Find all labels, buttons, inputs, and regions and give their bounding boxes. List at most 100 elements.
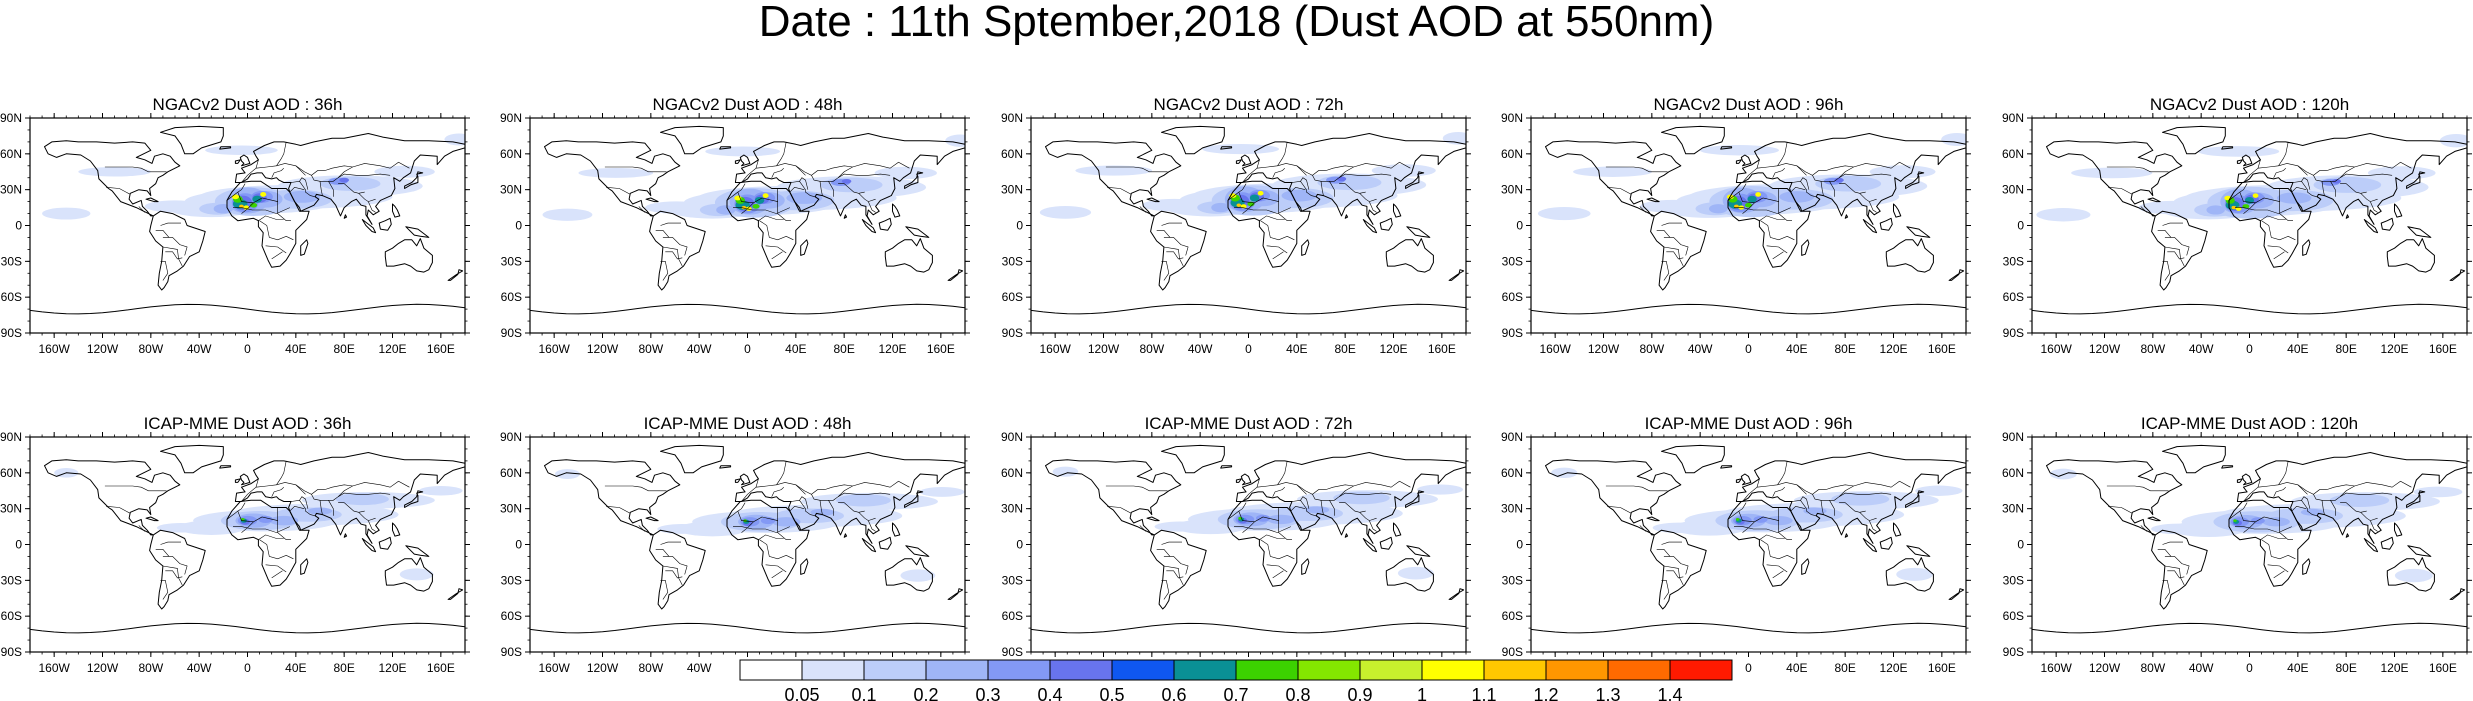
country-border xyxy=(2140,206,2148,213)
lat-tick-label: 60S xyxy=(1002,609,1023,623)
country-border xyxy=(319,500,323,515)
dust-aod-area xyxy=(1551,467,1578,479)
lon-tick-label: 160W xyxy=(538,661,570,675)
lat-tick-label: 90S xyxy=(1002,645,1023,659)
lat-tick-label: 60N xyxy=(500,466,522,480)
country-border xyxy=(1759,534,1785,540)
country-border xyxy=(2243,159,2261,183)
coastline xyxy=(1379,217,1393,231)
country-border xyxy=(1107,506,1132,514)
lat-tick-label: 60S xyxy=(1,609,22,623)
country-border xyxy=(1772,570,1784,579)
lat-tick-label: 0 xyxy=(515,219,522,233)
country-border xyxy=(1329,181,1335,197)
coastline xyxy=(1448,269,1465,281)
lon-tick-label: 80E xyxy=(333,342,354,356)
dust-aod-area xyxy=(213,204,233,214)
country-border xyxy=(1605,485,1668,492)
coastline xyxy=(2151,210,2208,291)
coastline xyxy=(405,226,430,238)
lat-tick-label: 30N xyxy=(1501,502,1523,516)
coastline xyxy=(300,239,309,256)
dust-aod-area xyxy=(1236,203,1242,207)
coastline xyxy=(734,133,965,225)
country-border xyxy=(2243,521,2256,533)
coastline xyxy=(2221,465,2234,469)
coastline xyxy=(1031,303,1466,315)
coastline xyxy=(1862,538,1878,553)
country-border xyxy=(2167,251,2185,260)
country-border xyxy=(726,502,746,520)
country-border xyxy=(358,193,376,202)
country-border xyxy=(311,484,353,495)
lat-tick-label: 90S xyxy=(1002,326,1023,340)
lon-tick-label: 160W xyxy=(1539,661,1571,675)
country-border xyxy=(660,260,669,281)
country-border xyxy=(2164,237,2190,256)
country-border xyxy=(789,186,805,193)
lon-tick-label: 0 xyxy=(1745,342,1752,356)
country-border xyxy=(2370,201,2378,213)
country-border xyxy=(606,506,631,514)
lon-tick-label: 0 xyxy=(1245,661,1252,675)
lon-tick-label: 120W xyxy=(2089,342,2121,356)
coastline xyxy=(1650,529,1707,610)
country-border xyxy=(1742,478,1760,502)
lon-tick-label: 40E xyxy=(1786,342,1807,356)
dust-aod-area xyxy=(1941,132,1966,147)
country-border xyxy=(1777,460,1788,485)
lat-tick-label: 60N xyxy=(0,466,22,480)
dust-aod-area xyxy=(2331,179,2342,184)
coastline xyxy=(300,558,309,575)
coastline xyxy=(861,219,877,234)
dust-aod-area xyxy=(1699,145,1779,156)
country-border xyxy=(1312,484,1354,495)
country-border xyxy=(868,520,876,532)
lat-tick-label: 30N xyxy=(0,183,22,197)
country-border xyxy=(1656,548,1671,557)
map-panel: NGACv2 Dust AOD : 96h 90N 60N 30N 0 30S 60S 90S… xyxy=(1501,95,1971,356)
panel-title: NGACv2 Dust AOD : 120h xyxy=(2150,95,2349,114)
coastline xyxy=(2407,545,2432,557)
panel-title: NGACv2 Dust AOD : 36h xyxy=(153,95,343,114)
lat-tick-label: 90N xyxy=(1501,430,1523,444)
coastline xyxy=(1240,154,1252,167)
panel-title: ICAP-MME Dust AOD : 36h xyxy=(144,414,352,433)
lat-tick-label: 30S xyxy=(1002,573,1023,587)
country-border xyxy=(1738,188,1779,204)
lat-tick-label: 30S xyxy=(2003,254,2024,268)
lat-tick-label: 90N xyxy=(500,111,522,125)
country-border xyxy=(1359,512,1377,521)
dust-aod-area xyxy=(2231,205,2237,210)
country-border xyxy=(737,188,779,204)
lat-tick-label: 60N xyxy=(1501,466,1523,480)
country-border xyxy=(2260,215,2286,221)
country-border xyxy=(271,570,283,579)
country-border xyxy=(2239,188,2280,204)
country-border xyxy=(1163,246,1184,267)
coastline xyxy=(878,536,892,550)
lon-tick-label: 160W xyxy=(38,661,70,675)
country-border xyxy=(811,165,853,176)
lon-tick-label: 80W xyxy=(1139,661,1164,675)
lat-tick-label: 60S xyxy=(2003,609,2024,623)
country-border xyxy=(1278,520,1292,541)
coastline xyxy=(1150,210,1207,291)
dust-aod-area xyxy=(1735,518,1740,521)
country-border xyxy=(1320,181,1324,196)
country-border xyxy=(1338,173,1392,178)
coastline xyxy=(1393,203,1402,218)
dust-aod-area xyxy=(239,204,244,209)
coastline xyxy=(719,465,732,469)
lon-tick-label: 80E xyxy=(833,661,854,675)
country-border xyxy=(1829,500,1835,516)
coastline xyxy=(1385,557,1434,592)
lon-tick-label: 80W xyxy=(2140,342,2165,356)
country-border xyxy=(1105,485,1168,492)
country-border xyxy=(1272,251,1284,260)
country-border xyxy=(2313,165,2355,176)
lon-tick-label: 40E xyxy=(1786,661,1807,675)
dust-aod-area xyxy=(42,207,91,220)
dust-aod-area xyxy=(2049,468,2077,480)
country-border xyxy=(241,478,259,502)
